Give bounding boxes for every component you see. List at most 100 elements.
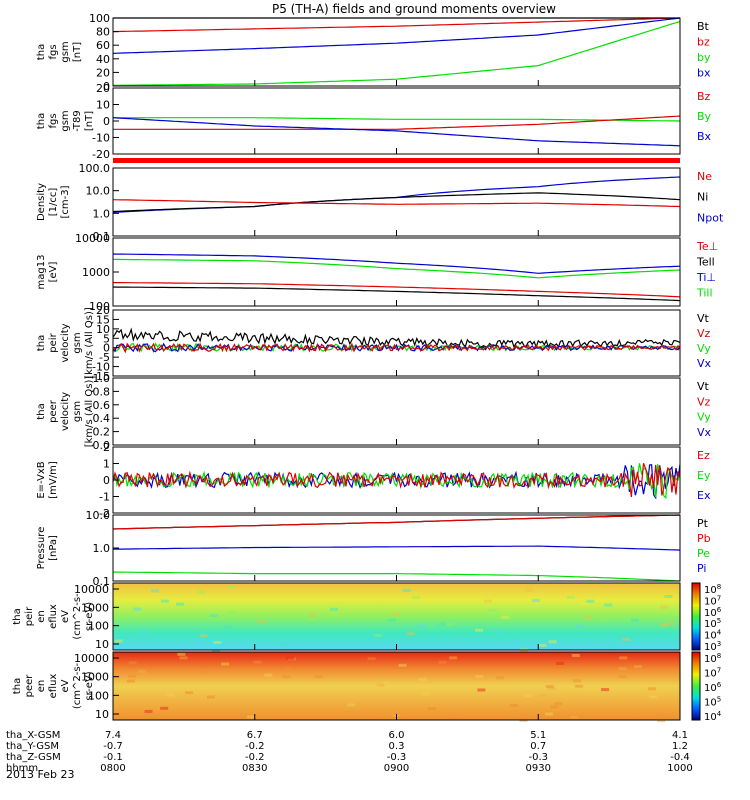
y-axis-label: velocity	[60, 392, 71, 431]
y-axis-label: sr-eV)	[84, 671, 95, 700]
series-Ex	[112, 464, 681, 500]
y-axis-label: eflux	[48, 604, 59, 629]
series-Pe	[112, 571, 681, 582]
series-Vx	[112, 342, 681, 353]
spectrogram-texture	[177, 652, 186, 656]
spectrogram-texture	[573, 679, 582, 683]
legend-Pi: Pi	[697, 562, 706, 575]
y-tick-label: 2	[103, 441, 110, 454]
spectrogram-texture	[525, 588, 534, 592]
chart-title: P5 (TH-A) fields and ground moments over…	[272, 2, 556, 16]
spectrogram-texture	[207, 695, 216, 699]
legend-Vz: Vz	[697, 327, 711, 340]
y-tick-label: -20	[92, 148, 110, 161]
spectrogram-texture	[387, 618, 396, 622]
panel-5: 1.00.80.60.40.20.0 Vt Vz Vy Vx tha peer velocit…	[36, 372, 712, 452]
legend-Pb: Pb	[697, 532, 711, 545]
y-axis-label: [nT]	[84, 111, 95, 131]
spectrogram-texture	[551, 645, 560, 649]
panel-7: 10.0 1.0 0.1 Pt Pb Pe Pi Pressure [nPa]	[36, 509, 711, 588]
spectrogram-texture	[604, 603, 613, 607]
x-tick-label: 4.1	[672, 730, 688, 741]
spectrogram-texture	[458, 645, 467, 649]
series-Pi	[112, 545, 681, 551]
y-tick-label: 0	[103, 80, 110, 93]
y-axis-label: eV	[60, 610, 71, 623]
x-tick-label: 0830	[242, 763, 267, 774]
spectrogram-texture	[475, 628, 484, 632]
y-tick-label: 10000	[74, 652, 109, 665]
spectrogram-texture	[185, 691, 194, 695]
spectrogram-texture	[618, 667, 627, 671]
y-tick-label: 1000	[81, 671, 109, 684]
spectrogram-texture	[660, 623, 669, 627]
spectrogram-texture	[545, 685, 554, 689]
legend-Vx: Vx	[697, 357, 712, 370]
spectrogram-texture	[247, 715, 256, 719]
spectrogram-texture	[179, 656, 188, 660]
legend-Ni: Ni	[697, 191, 708, 204]
colorbar-label: 108	[704, 652, 721, 665]
spectrogram-texture	[284, 667, 293, 671]
spectrogram-texture	[128, 661, 137, 665]
spectrogram-texture	[532, 598, 541, 602]
legend-Bx: Bx	[697, 130, 712, 143]
spectrogram-texture	[150, 589, 159, 593]
y-tick-label: 1	[103, 458, 110, 471]
y-axis-label: fgs	[48, 44, 59, 59]
spectrogram-texture	[329, 607, 338, 611]
y-tick-label: 0	[103, 115, 110, 128]
y-axis-label: tha	[12, 678, 23, 694]
series-By	[113, 117, 681, 122]
spectrogram-texture	[285, 656, 294, 660]
y-axis-label: gsm	[72, 401, 83, 422]
spectrogram-texture	[383, 681, 392, 685]
spectrogram-texture	[524, 694, 533, 698]
x-tick-label: 1.2	[672, 741, 688, 752]
y-axis-label: E=-VxB	[36, 461, 47, 498]
spectrogram-texture	[199, 670, 208, 674]
y-axis-label: peir	[48, 332, 59, 352]
panel-6: 2 1 0 -1 -2 Ez Ey Ex E=-VxB [mV/m]	[36, 441, 711, 520]
spectrogram-texture	[282, 675, 291, 679]
y-tick-label: 10	[95, 638, 109, 651]
spectrogram-texture	[306, 618, 315, 622]
y-tick-label: 0.1	[93, 230, 111, 243]
panel-3: 10000 1000 100 Te⊥ Tell Ti⊥ Till mag13 [eV]	[36, 232, 718, 313]
series-Bz	[113, 115, 681, 130]
spectrogram-texture	[114, 639, 123, 643]
y-axis-label: Density	[36, 183, 47, 221]
spectrogram-texture	[144, 709, 153, 713]
y-tick-label: 0.6	[93, 399, 111, 412]
spectrogram-texture	[501, 615, 510, 619]
y-tick-label: 80	[96, 26, 110, 39]
y-axis-label: eflux	[48, 674, 59, 699]
legend-Npot: Npot	[697, 211, 724, 224]
legend-Vz: Vz	[697, 395, 711, 408]
spectrogram-texture	[606, 645, 615, 649]
y-tick-label: -10	[92, 132, 110, 145]
legend-Bt: Bt	[697, 20, 710, 33]
spectrogram-texture	[402, 588, 411, 592]
legend-Vt: Vt	[697, 380, 710, 393]
y-tick-label: 20	[96, 82, 110, 95]
spectrogram-texture	[475, 674, 484, 678]
spectrogram-texture	[575, 684, 584, 688]
spectrogram-texture	[367, 657, 376, 661]
spectrogram-texture	[253, 660, 262, 664]
colorbar-8	[691, 582, 701, 651]
y-axis-label: (cm^2-s-	[72, 662, 83, 709]
spectrogram-texture	[618, 675, 627, 679]
spectrogram-texture	[571, 654, 580, 658]
spectrogram-texture	[228, 610, 237, 614]
spectrogram-texture	[213, 640, 222, 644]
y-axis-label: tha	[36, 113, 47, 129]
series-Ez	[112, 462, 681, 498]
y-axis-label: Pressure	[36, 527, 47, 570]
spectrogram-texture	[550, 705, 559, 709]
y-tick-label: 0	[103, 474, 110, 487]
legend-bz: bz	[697, 36, 710, 49]
spectrogram-texture	[139, 631, 148, 635]
